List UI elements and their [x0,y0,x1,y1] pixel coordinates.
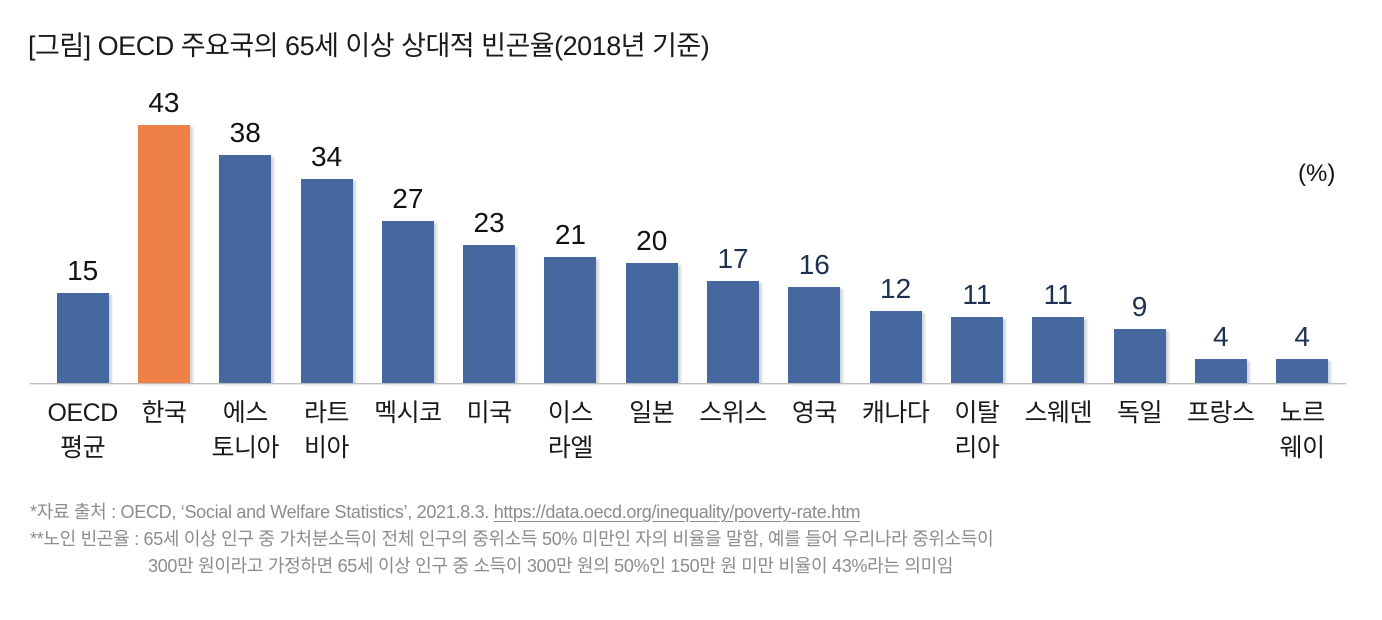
bar-value-label: 20 [636,225,668,256]
bar-cell: 43 [123,80,204,383]
bar [1194,359,1247,383]
bar-cell: 23 [448,80,529,383]
bar [1113,329,1166,383]
category-label: 스웨덴 [1024,399,1092,427]
category-label: 에스 토니아 [211,399,279,462]
footnotes: *자료 출처 : OECD, ‘Social and Welfare Stati… [30,499,1150,580]
bar [1276,359,1329,383]
bar-cell: 9 [1099,80,1180,383]
bar-value-label: 11 [1043,279,1073,310]
bar-value-label: 27 [392,183,424,214]
bar-value-label: 4 [1294,321,1310,352]
category-label: 한국 [141,399,187,427]
bar-cell: 11 [1018,80,1099,383]
bar-cell: 38 [205,80,286,383]
bar-cell: 16 [774,80,855,383]
bar-value-label: 9 [1131,291,1148,322]
bar [950,317,1003,383]
category-label: 이스 라엘 [547,399,594,462]
category-label: OECD 평균 [47,399,119,462]
bar [300,179,353,383]
category-label: 스위스 [699,399,767,427]
bar-cell: 4 [1180,80,1261,383]
footnote-definition-2: 300만 원이라고 가정하면 65세 이상 인구 중 소득이 300만 원의 5… [148,556,954,576]
category-label: 멕시코 [374,399,442,427]
bar-value-label: 23 [473,207,505,238]
bar-cell: 17 [692,80,773,383]
bar-cell: 4 [1261,80,1342,383]
chart-title: [그림] OECD 주요국의 65세 이상 상대적 빈곤율(2018년 기준) [28,31,710,61]
bar-value-label: 21 [554,219,586,250]
footnote-source-text: *자료 출처 : OECD, ‘Social and Welfare Stati… [30,502,494,522]
bar [625,263,678,383]
bar [788,287,841,383]
bar [381,221,434,383]
category-label: 일본 [629,399,675,427]
bar-cell: 15 [42,80,123,383]
bar [707,281,760,383]
footnote-definition-1: **노인 빈곤율 : 65세 이상 인구 중 가처분소득이 전체 인구의 중위소… [30,529,994,549]
bar-value-label: 43 [148,87,180,118]
bar-value-label: 34 [310,141,343,172]
category-label: 노르 웨이 [1279,399,1326,462]
category-label: 영국 [791,399,838,427]
bar-cell: 34 [286,80,367,383]
bar [1032,317,1085,383]
category-label: 독일 [1117,399,1163,427]
footnote-source: *자료 출처 : OECD, ‘Social and Welfare Stati… [30,499,1150,526]
x-axis-line [30,383,1346,385]
bar [869,311,922,383]
bar-value-label: 15 [67,255,99,286]
category-label: 미국 [466,399,513,427]
category-label: 이탈 리아 [954,399,1000,462]
bar-cell: 11 [936,80,1017,383]
bar-cell: 27 [367,80,448,383]
bar-value-label: 16 [798,249,830,280]
bar-highlight [137,125,190,383]
bar-value-label: 38 [229,117,261,148]
source-link[interactable]: https://data.oecd.org/inequality/poverty… [493,502,861,522]
category-label: 라트 비아 [304,399,350,462]
bar [56,293,109,383]
bar-value-label: 11 [962,279,992,310]
bar-value-label: 12 [880,273,912,304]
category-label: 프랑스 [1187,399,1255,427]
plot-area: 15 43 38 34 27 23 21 20 17 16 12 11 11 9 4 4 [42,80,1344,383]
bar-cell: 20 [611,80,692,383]
unit-label: (%) [1298,160,1336,187]
category-row: OECD 평균 한국 에스 토니아 라트 비아 멕시코 미국 이스 라엘 일본 스위스 영국 캐나다 이탈 리아… [42,396,1344,466]
bar-cell: 12 [855,80,936,383]
bar-value-label: 4 [1213,321,1229,352]
category-label: 캐나다 [861,399,930,427]
bar [219,155,272,383]
bar [463,245,516,383]
bar-value-label: 17 [717,243,749,274]
bar-cell: 21 [530,80,611,383]
bar [544,257,597,383]
